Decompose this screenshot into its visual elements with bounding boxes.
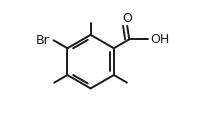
Text: OH: OH bbox=[151, 33, 170, 46]
Text: Br: Br bbox=[35, 34, 49, 47]
Text: O: O bbox=[122, 12, 132, 25]
